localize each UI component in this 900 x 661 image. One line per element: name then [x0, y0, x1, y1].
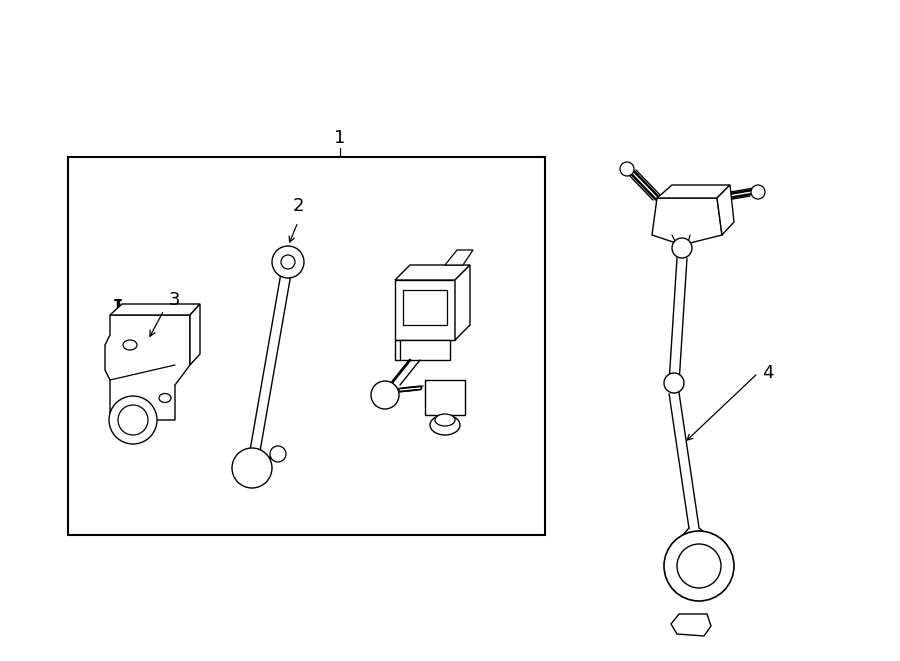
Polygon shape [455, 265, 470, 340]
Ellipse shape [430, 415, 460, 435]
Polygon shape [717, 185, 734, 235]
Bar [403, 290, 447, 325]
Circle shape [677, 544, 721, 588]
Polygon shape [395, 265, 470, 280]
Text: 3: 3 [168, 291, 180, 309]
Polygon shape [105, 315, 190, 420]
Circle shape [620, 162, 634, 176]
Circle shape [664, 373, 684, 393]
Circle shape [672, 238, 692, 258]
Bar [68, 157, 545, 535]
Polygon shape [652, 198, 722, 245]
Ellipse shape [159, 393, 171, 403]
Circle shape [664, 531, 734, 601]
Text: 4: 4 [762, 364, 773, 382]
Polygon shape [425, 380, 465, 415]
Polygon shape [657, 185, 730, 198]
Ellipse shape [123, 340, 137, 350]
Circle shape [751, 185, 765, 199]
Circle shape [281, 255, 295, 269]
Text: 1: 1 [334, 129, 346, 147]
Polygon shape [110, 304, 200, 315]
Circle shape [270, 446, 286, 462]
Polygon shape [190, 304, 200, 365]
Circle shape [371, 381, 399, 409]
Circle shape [232, 448, 272, 488]
Text: 2: 2 [292, 197, 304, 215]
Polygon shape [400, 340, 450, 360]
Circle shape [118, 405, 148, 435]
Polygon shape [395, 280, 455, 340]
Circle shape [272, 246, 304, 278]
Polygon shape [671, 614, 711, 636]
Ellipse shape [435, 414, 455, 426]
Circle shape [109, 396, 157, 444]
Polygon shape [445, 250, 473, 265]
